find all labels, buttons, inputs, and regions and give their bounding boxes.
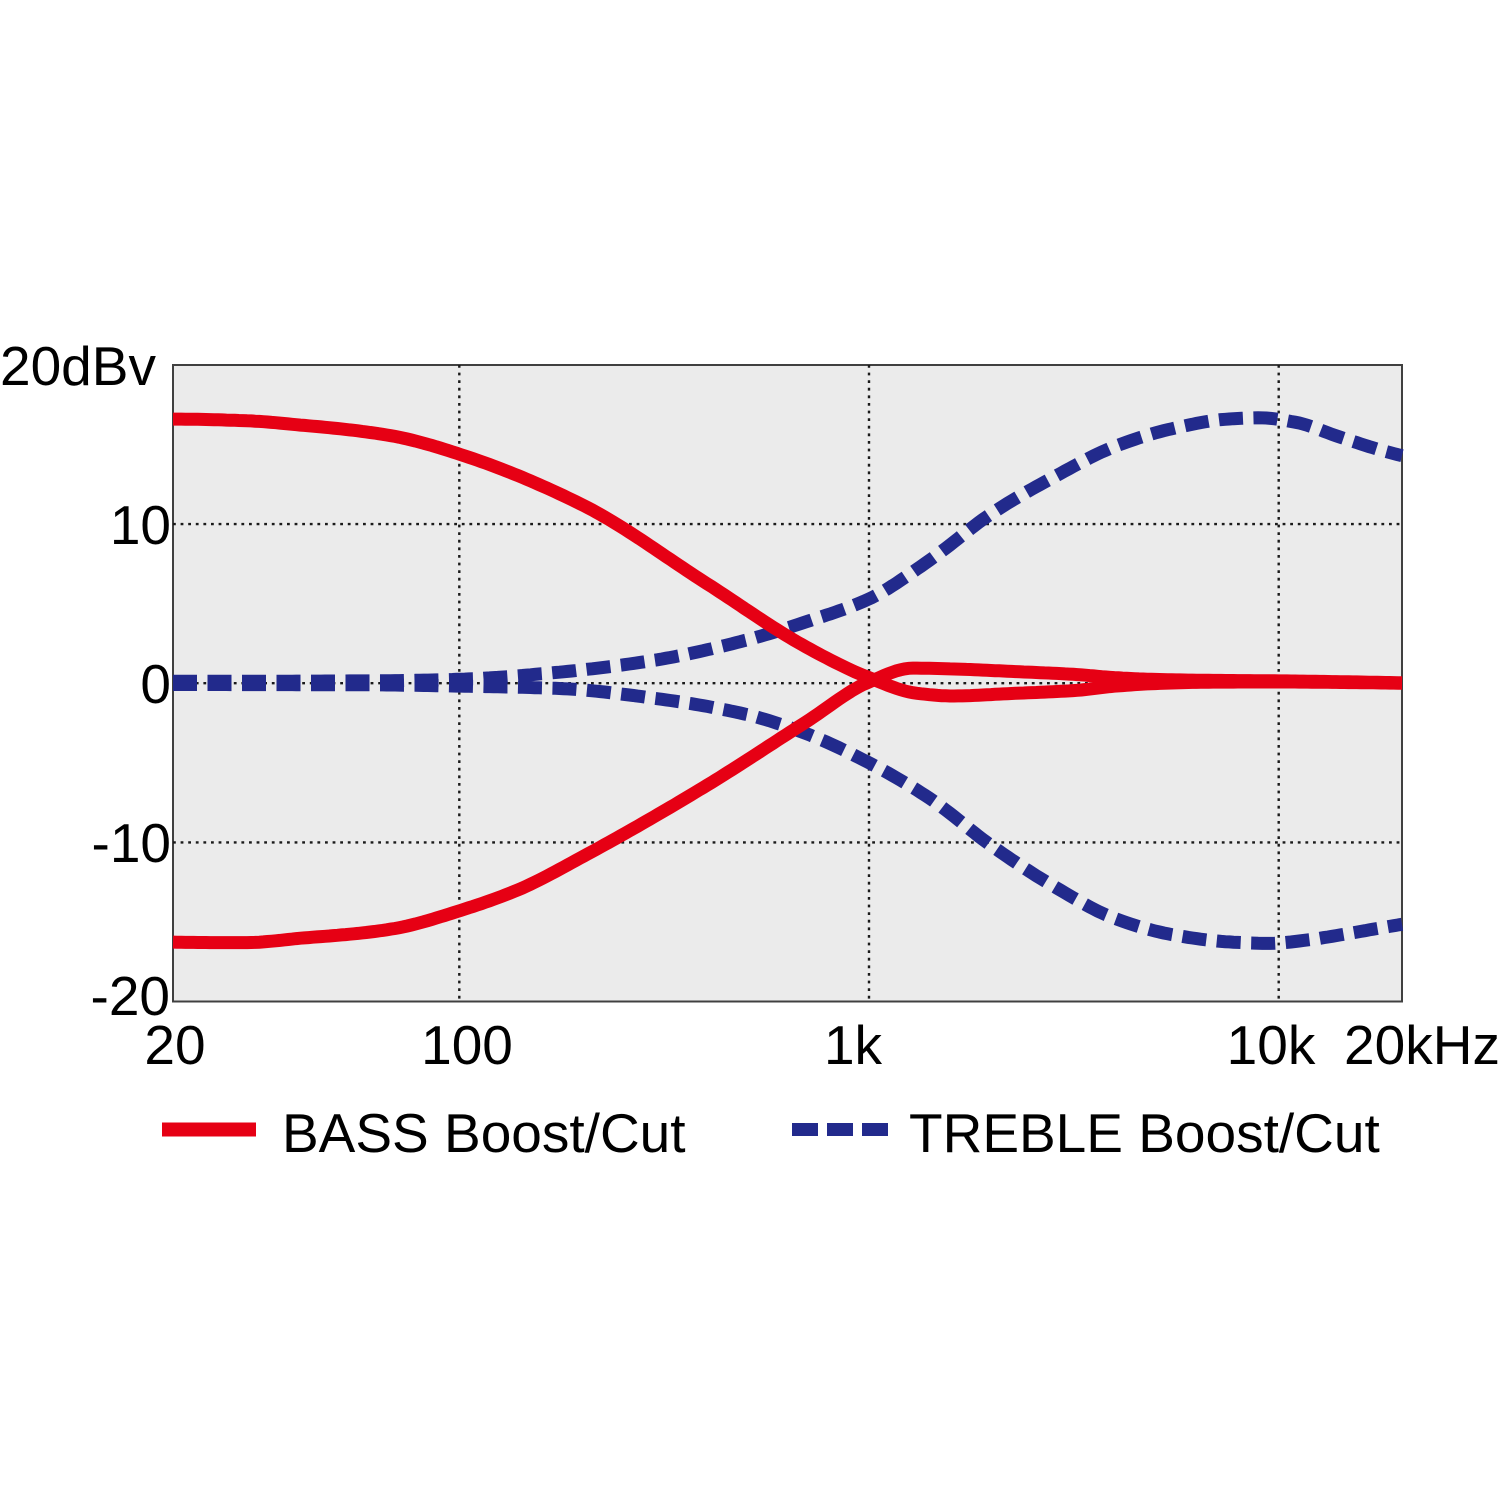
svg-text:10k: 10k: [1227, 1014, 1316, 1076]
svg-text:TREBLE Boost/Cut: TREBLE Boost/Cut: [909, 1102, 1380, 1164]
svg-text:20dBv: 20dBv: [0, 335, 156, 397]
svg-text:-20: -20: [91, 965, 171, 1027]
svg-text:0: 0: [140, 653, 171, 715]
svg-text:10: 10: [110, 494, 171, 556]
svg-text:20: 20: [144, 1014, 205, 1076]
svg-text:100: 100: [421, 1014, 513, 1076]
svg-text:1k: 1k: [824, 1014, 883, 1076]
svg-text:-10: -10: [92, 812, 172, 874]
svg-text:20kHz: 20kHz: [1344, 1014, 1500, 1076]
svg-text:BASS Boost/Cut: BASS Boost/Cut: [282, 1102, 686, 1164]
